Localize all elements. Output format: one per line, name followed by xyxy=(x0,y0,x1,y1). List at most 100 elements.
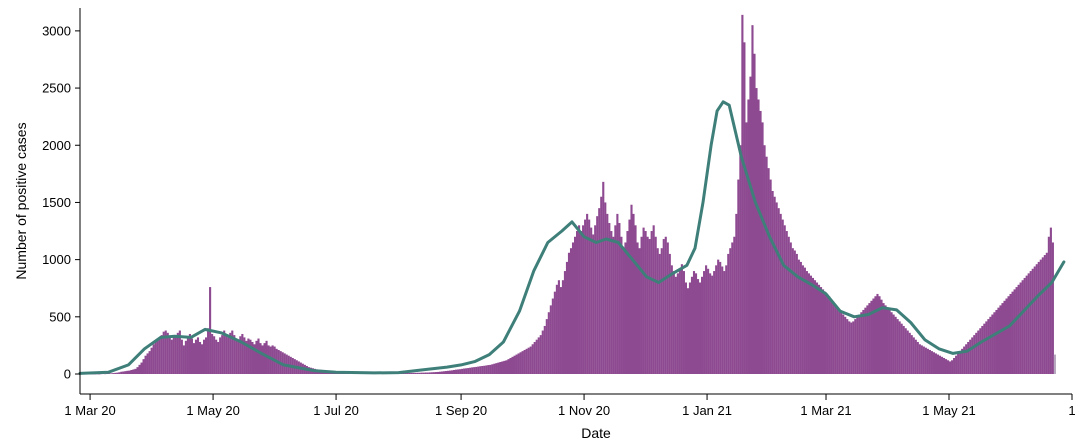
case-bar xyxy=(719,261,722,374)
case-bar xyxy=(479,366,482,374)
case-bar xyxy=(900,323,903,374)
case-bar xyxy=(531,344,534,374)
case-bar xyxy=(1047,236,1050,374)
case-bar xyxy=(783,225,786,374)
case-bar xyxy=(471,367,474,374)
case-bar xyxy=(886,307,889,374)
case-bar xyxy=(848,321,851,374)
case-bar xyxy=(481,365,484,374)
case-bar xyxy=(406,372,409,374)
case-bar xyxy=(694,273,698,374)
case-bar xyxy=(1013,289,1016,374)
case-bar xyxy=(614,225,617,374)
case-bar xyxy=(622,248,625,374)
case-bar xyxy=(727,253,730,374)
case-bar xyxy=(414,372,417,374)
case-bar xyxy=(241,333,244,374)
case-bar xyxy=(239,336,242,374)
case-bar xyxy=(908,332,911,374)
case-bar xyxy=(638,248,641,374)
case-bar xyxy=(981,325,984,374)
case-bar xyxy=(588,219,591,374)
case-bar xyxy=(563,271,567,374)
case-bar xyxy=(465,368,468,374)
case-bar xyxy=(463,368,466,374)
case-bar xyxy=(890,312,893,374)
case-bar xyxy=(729,248,732,374)
x-tick-label: 1 May 21 xyxy=(922,403,975,418)
case-bar xyxy=(261,345,264,374)
case-bar xyxy=(616,213,619,374)
case-bar xyxy=(517,353,520,374)
case-bar xyxy=(747,99,750,374)
case-bar xyxy=(846,319,849,374)
case-bar xyxy=(753,53,756,374)
case-bar xyxy=(634,225,637,374)
case-bar xyxy=(475,366,478,374)
case-bar xyxy=(555,284,558,374)
case-bar xyxy=(771,191,774,374)
case-bar xyxy=(626,231,629,374)
case-bar xyxy=(793,250,796,374)
case-bar xyxy=(904,328,907,374)
case-bar xyxy=(640,236,643,374)
case-bar xyxy=(743,42,746,374)
case-bar xyxy=(160,335,163,374)
case-bar xyxy=(128,370,131,374)
case-bar xyxy=(888,309,891,374)
case-bar xyxy=(136,367,139,374)
case-bar xyxy=(513,355,516,374)
case-bar xyxy=(709,273,712,374)
case-bar xyxy=(620,236,623,374)
case-bar xyxy=(229,332,232,374)
case-bar xyxy=(507,359,510,374)
case-bar xyxy=(680,264,683,374)
case-bar xyxy=(934,353,938,374)
y-axis-title: Number of positive cases xyxy=(13,122,29,279)
case-bar xyxy=(459,369,462,374)
case-bar xyxy=(580,231,583,374)
case-bar xyxy=(267,345,270,374)
case-bar xyxy=(255,340,258,374)
case-bar xyxy=(983,323,986,374)
case-bar xyxy=(154,341,157,374)
case-bar xyxy=(594,225,597,374)
case-bar xyxy=(549,305,552,374)
case-bar xyxy=(946,360,950,374)
case-bar xyxy=(862,309,865,374)
case-bar xyxy=(196,337,200,374)
case-bar xyxy=(541,330,544,374)
case-bar xyxy=(547,312,550,374)
case-bar xyxy=(969,339,972,374)
x-tick-label: 1 Jul 20 xyxy=(313,403,359,418)
case-bar xyxy=(951,360,954,374)
case-bar xyxy=(759,110,762,374)
case-bar xyxy=(751,25,754,374)
case-bar xyxy=(902,325,905,374)
case-bar xyxy=(418,372,421,374)
case-bar xyxy=(1001,303,1004,374)
case-bar xyxy=(440,371,444,374)
case-bar xyxy=(110,373,113,374)
case-bar xyxy=(257,338,260,374)
x-tick-label: 1 Mar 21 xyxy=(800,403,851,418)
case-bar xyxy=(1049,227,1052,374)
case-bar xyxy=(428,372,431,374)
case-bar xyxy=(850,322,853,374)
case-bar xyxy=(721,266,724,374)
case-bar xyxy=(205,337,208,374)
case-bar xyxy=(176,332,179,374)
x-axis-ticks: 1 Mar 20 1 May 20 1 Jul 20 1 Sep 20 1 Nov 20… xyxy=(64,394,1076,418)
case-bar xyxy=(1019,282,1022,374)
case-bar xyxy=(1015,287,1018,374)
case-bar xyxy=(777,208,780,374)
case-bar xyxy=(672,271,675,374)
case-bar xyxy=(961,348,964,374)
case-bar xyxy=(112,373,115,374)
case-bar xyxy=(146,353,149,374)
case-bar xyxy=(938,355,942,374)
case-bar xyxy=(461,368,464,374)
case-bar xyxy=(834,305,837,374)
case-bar xyxy=(610,231,613,374)
